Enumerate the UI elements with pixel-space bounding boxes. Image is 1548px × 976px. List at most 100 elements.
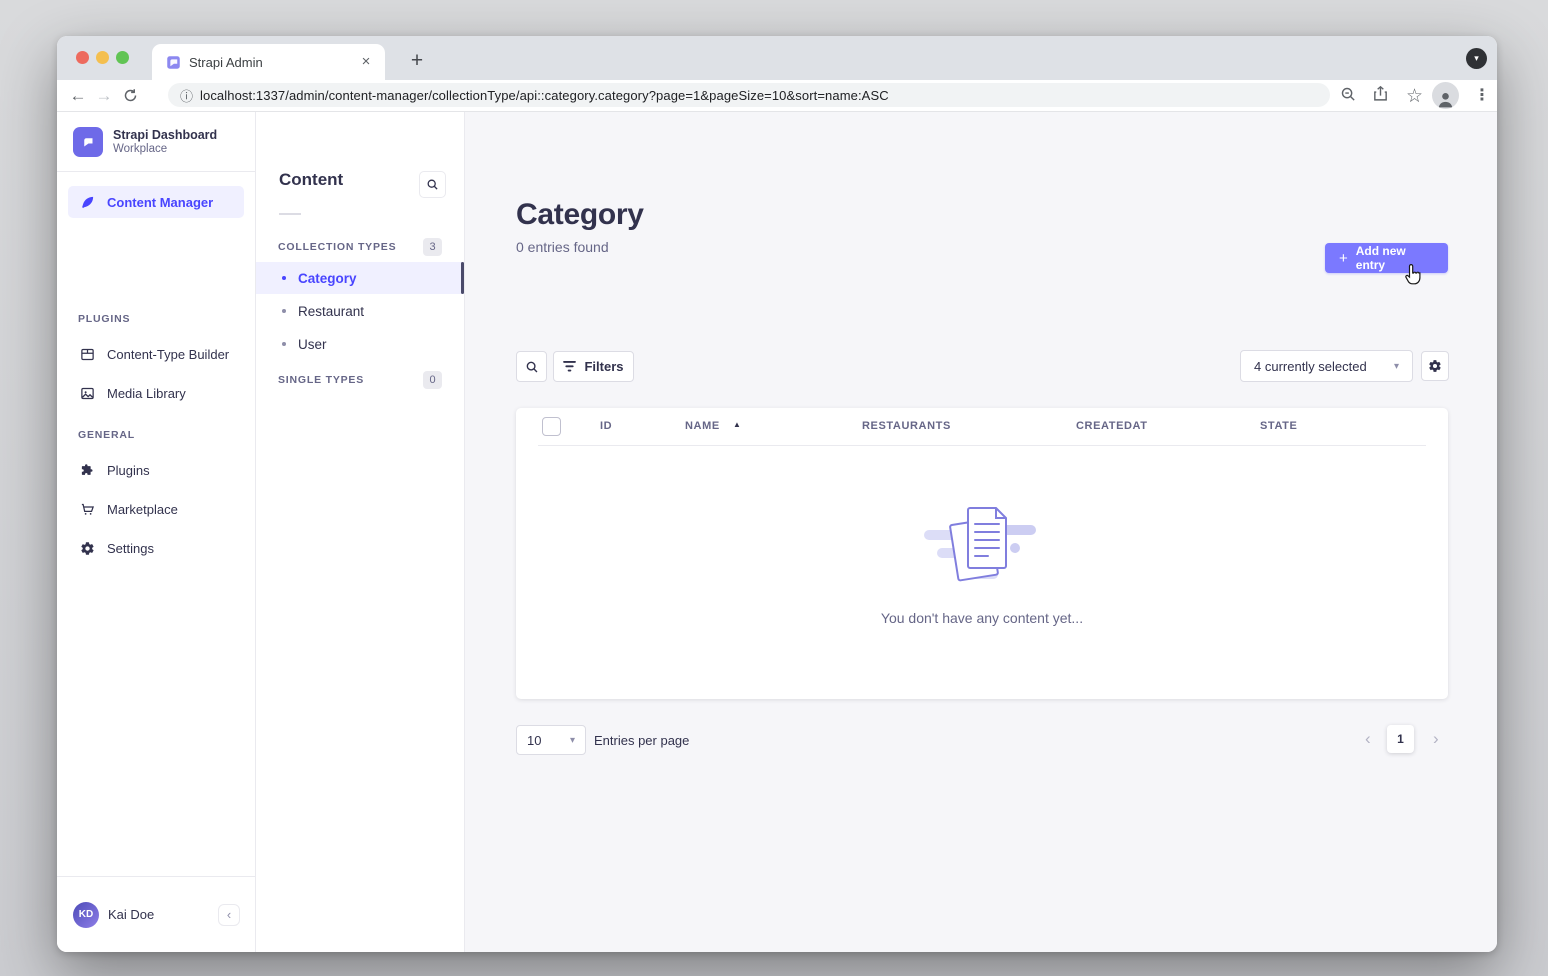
search-icon: [427, 179, 438, 190]
collection-type-restaurant[interactable]: Restaurant: [256, 295, 464, 327]
user-avatar: KD: [73, 901, 99, 928]
sidebar-item-settings[interactable]: Settings: [68, 532, 244, 564]
media-library-icon: [81, 387, 94, 399]
traffic-light-zoom[interactable]: [116, 51, 129, 64]
previous-page-icon[interactable]: ‹: [1365, 729, 1371, 748]
add-new-entry-button[interactable]: + Add new entry: [1325, 243, 1448, 273]
collection-type-user[interactable]: User: [256, 328, 464, 360]
collection-type-label: Restaurant: [298, 303, 365, 319]
traffic-light-minimize[interactable]: [96, 51, 109, 64]
zoom-page-icon[interactable]: [1340, 86, 1357, 103]
next-page-icon[interactable]: ›: [1433, 729, 1439, 748]
subnav-scrollbar-thumb[interactable]: [461, 262, 464, 294]
strapi-favicon: [167, 55, 180, 69]
page-title: Category: [516, 198, 644, 231]
entries-count: 0 entries found: [516, 239, 609, 255]
search-icon: [526, 361, 537, 372]
group-label: COLLECTION TYPES: [278, 241, 397, 253]
page-number-button[interactable]: 1: [1387, 725, 1414, 753]
sidebar-item-media-library[interactable]: Media Library: [68, 377, 244, 409]
table-header-divider: [538, 445, 1426, 446]
forward-icon[interactable]: →: [95, 85, 113, 105]
column-header-state[interactable]: STATE: [1260, 420, 1298, 432]
tab-close-icon[interactable]: ×: [361, 53, 371, 70]
sidebar-item-marketplace[interactable]: Marketplace: [68, 493, 244, 525]
browser-window: Strapi Admin × + ▾ ← → ⓘ localhost:1337/…: [57, 36, 1497, 952]
empty-state-illustration: [924, 498, 1042, 596]
select-all-checkbox[interactable]: [542, 417, 561, 436]
primary-sidebar: Strapi Dashboard Workplace Content Manag…: [57, 112, 256, 952]
plus-icon: +: [1339, 249, 1348, 267]
collection-types-header: COLLECTION TYPES 3: [256, 238, 464, 256]
sidebar-item-label: Content-Type Builder: [107, 346, 230, 362]
bookmark-star-icon[interactable]: ☆: [1406, 86, 1424, 107]
subnav-divider: [279, 213, 301, 215]
filters-label: Filters: [584, 359, 624, 374]
group-count-badge: 0: [423, 371, 442, 389]
section-label-general: GENERAL: [78, 429, 135, 441]
workspace-title: Strapi Dashboard: [113, 127, 218, 142]
plugins-icon: [81, 463, 93, 475]
fields-selected-dropdown[interactable]: 4 currently selected ▾: [1240, 350, 1413, 382]
mouse-cursor: [1403, 264, 1422, 286]
share-icon[interactable]: [1372, 85, 1389, 102]
sidebar-item-label: Marketplace: [107, 501, 178, 517]
section-label-plugins: PLUGINS: [78, 313, 131, 325]
table-header-row: ID NAME ▲ RESTAURANTS CREATEDAT STATE: [516, 408, 1448, 445]
url-bar[interactable]: ⓘ localhost:1337/admin/content-manager/c…: [168, 83, 1330, 107]
tab-search-icon[interactable]: ▾: [1466, 48, 1487, 69]
entries-per-page-label: Entries per page: [594, 733, 690, 748]
sidebar-item-content-manager[interactable]: Content Manager: [68, 186, 244, 218]
browser-tab[interactable]: Strapi Admin ×: [152, 44, 385, 80]
collection-type-label: Category: [298, 270, 357, 286]
sidebar-item-label: Plugins: [107, 462, 150, 478]
search-entries-button[interactable]: [516, 351, 547, 382]
workspace-brand[interactable]: Strapi Dashboard Workplace: [57, 112, 256, 172]
subnav-search-button[interactable]: [419, 171, 446, 198]
reload-icon[interactable]: [117, 88, 143, 103]
collapse-sidebar-button[interactable]: ‹: [218, 903, 240, 926]
add-new-entry-label: Add new entry: [1355, 244, 1406, 272]
bullet-icon: [282, 276, 286, 280]
sidebar-item-plugins[interactable]: Plugins: [68, 454, 244, 486]
sidebar-item-content-type-builder[interactable]: Content-Type Builder: [68, 338, 244, 370]
collection-type-category[interactable]: Category: [256, 262, 464, 294]
sidebar-item-label: Settings: [107, 540, 154, 556]
new-tab-button[interactable]: +: [410, 49, 424, 72]
view-settings-button[interactable]: [1421, 351, 1449, 381]
column-header-id[interactable]: ID: [600, 420, 613, 432]
gear-icon: [1429, 360, 1441, 372]
browser-menu-icon[interactable]: ⋮: [1474, 87, 1490, 104]
page-size-select[interactable]: 10 ▾: [516, 725, 586, 755]
fields-selected-value: 4 currently selected: [1254, 358, 1367, 374]
back-icon[interactable]: ←: [69, 85, 87, 105]
sort-asc-icon[interactable]: ▲: [733, 420, 742, 429]
single-types-header: SINGLE TYPES 0: [256, 371, 464, 389]
page-size-value: 10: [527, 732, 542, 748]
user-profile-row[interactable]: KD Kai Doe ‹: [57, 876, 256, 952]
column-header-restaurants[interactable]: RESTAURANTS: [862, 420, 951, 432]
column-header-createdat[interactable]: CREATEDAT: [1076, 420, 1148, 432]
group-label: SINGLE TYPES: [278, 374, 365, 386]
url-text[interactable]: localhost:1337/admin/content-manager/col…: [200, 87, 889, 103]
content-type-builder-icon: [81, 348, 94, 360]
tab-title: Strapi Admin: [189, 54, 263, 70]
site-info-icon[interactable]: ⓘ: [180, 88, 194, 104]
empty-state-text: You don't have any content yet...: [880, 610, 1084, 626]
chevron-down-icon: ▾: [1393, 360, 1399, 372]
filter-icon: [563, 361, 577, 372]
content-subnav: Content COLLECTION TYPES 3 Category Rest…: [256, 112, 465, 952]
traffic-light-close[interactable]: [76, 51, 89, 64]
filters-button[interactable]: Filters: [553, 351, 634, 382]
entries-table: ID NAME ▲ RESTAURANTS CREATEDAT STATE: [516, 408, 1448, 699]
user-name: Kai Doe: [108, 907, 155, 922]
bullet-icon: [282, 342, 286, 346]
browser-tab-strip: Strapi Admin × + ▾: [57, 36, 1497, 80]
strapi-app: Strapi Dashboard Workplace Content Manag…: [57, 112, 1497, 952]
strapi-logo-icon: [73, 126, 103, 157]
browser-profile-avatar[interactable]: [1432, 82, 1459, 109]
column-header-name[interactable]: NAME: [685, 420, 720, 432]
bullet-icon: [282, 309, 286, 313]
chevron-down-icon: ▾: [569, 734, 575, 746]
marketplace-icon: [81, 503, 95, 515]
